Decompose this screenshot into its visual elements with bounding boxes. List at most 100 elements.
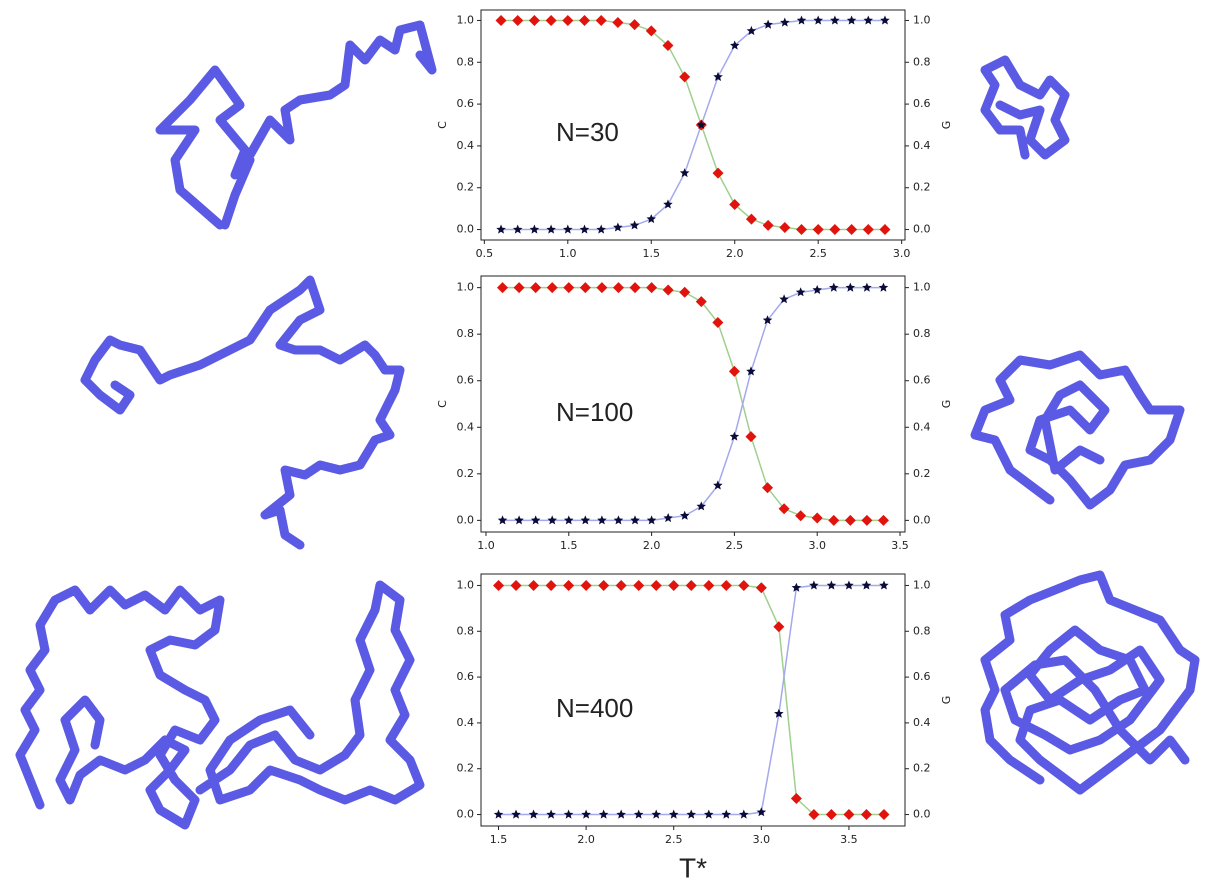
x-tick-label: 3.5 [891,539,909,552]
y2-tick-label: 0.2 [913,762,931,775]
y-tick-label: 0.4 [457,420,475,433]
data-point [497,515,508,525]
y-tick-label: 0.2 [457,181,475,194]
y-tick-label: 0.6 [457,374,475,387]
data-point [662,284,674,296]
data-point [629,282,641,294]
data-point [829,282,839,292]
polymer-coil [195,580,425,805]
data-point [495,14,507,26]
data-point [826,580,837,590]
data-point [646,282,658,294]
polymer-coil [245,20,437,160]
data-point [668,579,680,591]
data-point [679,168,690,178]
data-point [779,221,791,233]
polymer-coil [970,350,1185,510]
y2-tick-label: 0.2 [913,181,931,194]
annotation: N=30 [556,117,619,147]
data-point [615,579,627,591]
data-point [563,809,574,819]
data-point [861,514,873,526]
data-point [646,515,657,525]
data-point [493,809,504,819]
data-point [493,579,505,591]
y-tick-label: 1.0 [457,578,475,591]
y2-axis-label: G [940,696,953,705]
data-point [860,809,872,821]
data-point [679,286,691,298]
data-point [878,282,889,292]
data-point [596,282,608,294]
y-tick-label: 0.0 [457,223,475,236]
x-tick-label: 1.0 [477,539,495,552]
data-point [663,199,673,209]
data-point [829,224,841,236]
data-point [779,294,789,304]
data-point [669,809,679,819]
data-point [598,579,610,591]
data-point [530,515,541,525]
y2-tick-label: 0.4 [913,420,931,433]
data-point [729,198,741,210]
chart: 1.5 2.0 2.5 3.0 3.5 0.0 0.2 0.4 0.6 0.8 1.0 0.0 0.2 0… [457,573,953,846]
data-point [844,580,854,590]
data-point [877,514,889,526]
y-tick-label: 0.0 [457,808,475,821]
y2-tick-label: 0.8 [913,55,931,68]
x-tick-label: 3.0 [753,833,771,846]
data-point [616,809,626,819]
data-point [713,71,723,81]
data-point [528,809,539,819]
data-point [580,579,592,591]
data-point [578,14,590,26]
data-point [773,621,785,633]
y2-tick-label: 0.6 [913,97,931,110]
y-tick-label: 1.0 [457,13,475,26]
x-tick-label: 0.5 [476,247,494,260]
data-point [645,25,657,37]
data-point [581,809,591,819]
data-point [629,19,641,31]
data-point [546,224,556,234]
data-point [598,809,609,819]
data-point [878,809,890,821]
data-point [511,809,521,819]
data-point [546,809,556,819]
data-point [630,515,640,525]
data-point [746,366,756,376]
data-point [774,708,784,718]
y2-tick-label: 1.0 [913,13,931,26]
data-point [729,431,740,441]
data-point [597,515,607,525]
data-point [809,580,819,590]
data-point [596,224,606,234]
x-tick-label: 3.0 [893,247,911,260]
data-point [756,807,767,817]
data-point [862,282,872,292]
data-point [696,120,707,129]
x-tick-label: 1.5 [560,539,578,552]
data-point [685,579,697,591]
data-point [510,579,522,591]
y2-tick-label: 0.0 [913,808,931,821]
data-point [704,809,714,819]
data-point [811,512,823,524]
data-point [545,579,557,591]
y-tick-label: 0.6 [457,97,475,110]
x-axis-label: T* [679,852,707,881]
data-point [686,809,696,819]
data-point [564,515,574,525]
x-tick-label: 1.5 [643,247,661,260]
x-tick-label: 1.5 [490,833,508,846]
data-point [780,17,790,27]
x-tick-label: 2.5 [665,833,683,846]
data-point [813,15,823,25]
data-point [530,282,542,294]
data-point [863,15,873,25]
data-point [879,224,891,236]
data-point [720,579,732,591]
polymer-coil [980,570,1200,795]
y2-tick-label: 0.4 [913,716,931,729]
